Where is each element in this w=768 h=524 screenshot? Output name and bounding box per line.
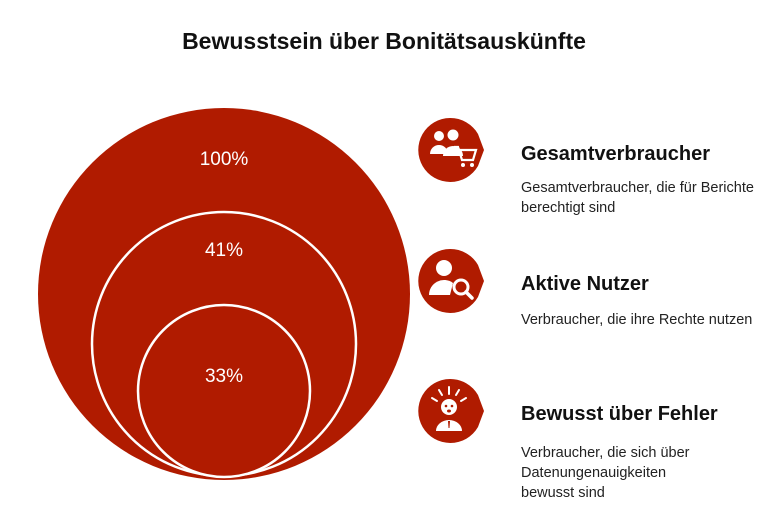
user-search-icon	[418, 248, 484, 313]
legend-title-active: Aktive Nutzer	[521, 273, 649, 295]
legend-desc-total: Gesamtverbraucher, die für Berichte bere…	[521, 180, 754, 216]
nested-circles-diagram	[38, 108, 410, 480]
shopping-users-icon	[418, 117, 484, 182]
legend-title-aware: Bewusst über Fehler	[521, 403, 718, 425]
alarmed-person-icon	[418, 378, 484, 443]
page-title: Bewusstsein über Bonitätsauskünfte	[182, 28, 586, 54]
legend-desc-aware: Verbraucher, die sich über Datenungenaui…	[521, 445, 690, 501]
circle-label-active: 41%	[204, 240, 244, 261]
circle-label-aware: 33%	[204, 366, 244, 387]
circle-label-total: 100%	[199, 149, 249, 170]
circle-aware	[136, 303, 312, 479]
legend-desc-active: Verbraucher, die ihre Rechte nutzen	[521, 312, 753, 328]
legend-title-total: Gesamtverbraucher	[521, 143, 710, 165]
